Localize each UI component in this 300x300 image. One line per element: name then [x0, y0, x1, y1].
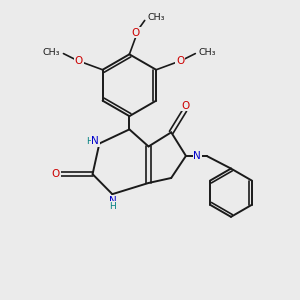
- Text: CH₃: CH₃: [147, 13, 165, 22]
- Text: H: H: [109, 202, 116, 211]
- Text: CH₃: CH₃: [42, 48, 60, 57]
- Text: H: H: [86, 137, 93, 146]
- Text: N: N: [91, 136, 99, 146]
- Text: O: O: [176, 56, 184, 66]
- Text: N: N: [109, 196, 116, 206]
- Text: O: O: [132, 28, 140, 38]
- Text: N: N: [193, 151, 201, 161]
- Text: O: O: [75, 56, 83, 66]
- Text: CH₃: CH₃: [199, 48, 216, 57]
- Text: O: O: [52, 169, 60, 179]
- Text: O: O: [182, 100, 190, 110]
